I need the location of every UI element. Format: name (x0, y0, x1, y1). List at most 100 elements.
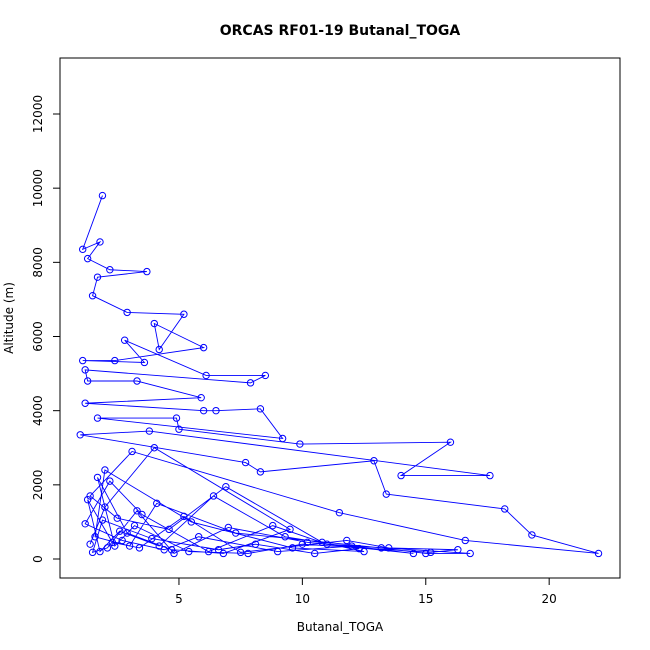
point (83, 254, 92, 263)
y-tick-label: 10000 (31, 169, 45, 207)
point (133, 377, 141, 385)
point (278, 434, 287, 443)
y-tick-label: 6000 (31, 321, 45, 352)
x-tick-label: 15 (418, 592, 433, 606)
point (202, 371, 210, 380)
point (165, 525, 173, 534)
point (88, 548, 97, 557)
point (120, 336, 129, 344)
point (187, 518, 196, 526)
point (197, 393, 205, 402)
point (454, 546, 462, 554)
point (96, 238, 104, 246)
point (222, 482, 230, 491)
point (180, 512, 188, 521)
point (111, 542, 119, 550)
plot-box (59, 57, 621, 579)
point (172, 414, 181, 422)
point (244, 549, 252, 558)
point (241, 458, 250, 467)
point (128, 447, 136, 456)
point (79, 356, 87, 365)
point (377, 544, 386, 552)
point (185, 547, 193, 556)
point (140, 358, 149, 367)
x-tick-label: 20 (542, 592, 557, 606)
point (348, 542, 356, 550)
point (288, 544, 297, 552)
x-axis-label: Butanal_TOGA (297, 620, 384, 634)
y-tick-label: 4000 (31, 395, 45, 426)
series-line (80, 195, 599, 555)
point (273, 547, 282, 556)
point (76, 431, 84, 439)
point (343, 536, 351, 545)
point (199, 343, 208, 352)
point (81, 520, 89, 528)
y-axis-label: Altitude (m) (2, 282, 16, 354)
point (318, 538, 326, 547)
point (116, 527, 124, 535)
point (286, 525, 294, 534)
point (130, 521, 139, 530)
point (323, 540, 331, 548)
point (486, 471, 494, 480)
point (83, 377, 92, 385)
point (501, 505, 509, 513)
point (370, 457, 378, 465)
point (335, 508, 344, 517)
point (123, 308, 131, 317)
point (155, 345, 163, 354)
point (88, 292, 97, 300)
y-tick-label: 8000 (31, 247, 45, 278)
point (113, 514, 121, 522)
point (150, 444, 158, 452)
y-tick-label: 2000 (31, 470, 45, 501)
point (101, 503, 109, 511)
point (311, 549, 319, 558)
point (170, 549, 178, 558)
point (180, 310, 188, 318)
point (98, 516, 107, 524)
point (261, 371, 270, 380)
point (422, 549, 430, 558)
point (86, 492, 94, 500)
point (236, 548, 245, 557)
point (199, 406, 208, 415)
point (427, 548, 435, 557)
point (409, 549, 418, 558)
point (355, 544, 363, 553)
y-tick-label: 0 (31, 555, 45, 563)
point (446, 438, 455, 446)
point (204, 547, 213, 556)
point (214, 546, 223, 554)
point (98, 191, 107, 200)
point (594, 549, 603, 558)
point (150, 319, 158, 328)
point (138, 510, 146, 519)
point (153, 499, 161, 508)
point (461, 536, 469, 545)
point (96, 547, 104, 556)
point (224, 523, 233, 532)
point (256, 405, 265, 413)
point (123, 529, 131, 537)
point (108, 538, 117, 547)
point (296, 440, 304, 448)
point (106, 477, 114, 485)
point (269, 521, 277, 530)
point (167, 546, 176, 554)
point (106, 266, 114, 274)
point (145, 427, 154, 435)
point (79, 245, 87, 254)
point (466, 549, 474, 558)
y-tick-label: 12000 (31, 95, 45, 133)
point (93, 414, 102, 422)
point (133, 507, 141, 515)
point (385, 544, 393, 552)
point (195, 533, 203, 541)
point (281, 533, 289, 541)
point (160, 546, 168, 554)
